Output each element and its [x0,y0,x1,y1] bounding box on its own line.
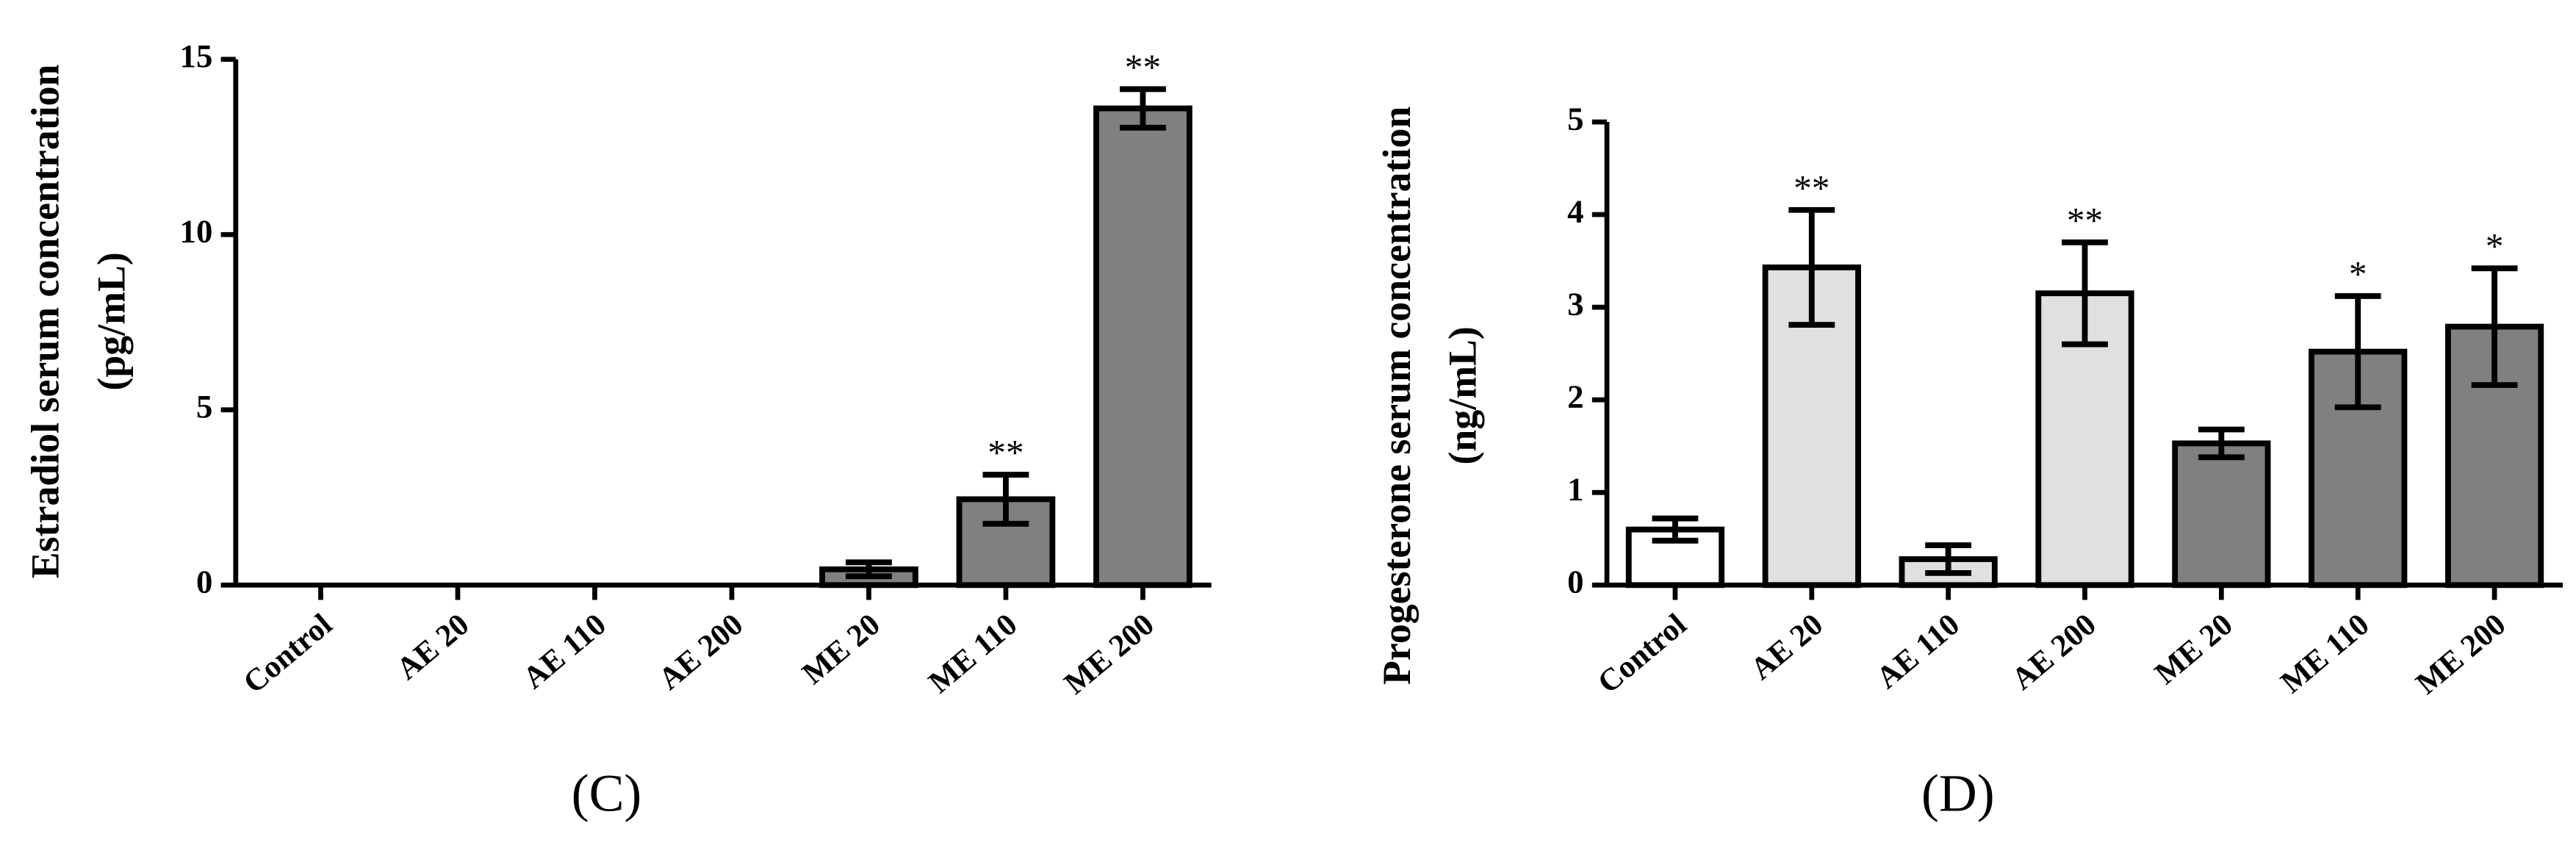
bar [1093,105,1192,589]
x-tick-label: AE 110 [517,607,613,695]
y-tick-label: 15 [180,37,213,74]
y-tick-label: 5 [196,388,212,425]
y-tick-label: 4 [1567,193,1583,229]
x-tick-label: ME 20 [796,607,887,691]
significance-label: ** [987,433,1023,473]
bar [2444,323,2544,589]
x-tick-label: AE 200 [652,607,750,697]
x-tick-label: AE 110 [1870,607,1966,695]
chart-panel: 0 5 10 15 Control AE 20 AE 110 AE 200 ME 20 ** ME … [24,37,1212,823]
y-tick-label: 0 [1567,564,1583,600]
significance-label: ** [1794,168,1830,208]
significance-label: ** [2067,200,2103,240]
y-tick-label: 0 [196,564,212,600]
significance-label: ** [1125,47,1161,87]
y-tick-label: 3 [1567,285,1583,322]
panel-label: (D) [1921,764,1995,823]
y-axis-title: (pg/mL) [89,252,133,390]
x-tick-label: ME 110 [922,607,1023,700]
x-tick-label: ME 200 [2410,607,2513,701]
y-tick-label: 10 [180,213,213,250]
x-tick-label: Control [1591,607,1694,700]
y-tick-label: 1 [1567,471,1583,508]
x-tick-label: AE 200 [2005,607,2103,697]
y-axis-title: Progesterone serum concentration [1375,107,1419,685]
x-tick-label: AE 20 [1744,607,1830,686]
panel-label: (C) [572,764,642,823]
x-tick-label: Control [237,607,339,700]
y-axis-title: Estradiol serum concentration [24,64,68,578]
x-tick-label: ME 110 [2274,607,2375,700]
x-tick-label: AE 20 [390,607,475,686]
significance-label: * [2486,226,2504,267]
x-tick-label: ME 200 [1058,607,1161,701]
y-tick-label: 5 [1567,100,1583,137]
y-axis-title: (ng/mL) [1441,326,1485,464]
bar [2172,440,2271,589]
x-tick-label: ME 20 [2148,607,2239,691]
y-tick-label: 2 [1567,378,1583,414]
significance-label: * [2349,254,2367,295]
